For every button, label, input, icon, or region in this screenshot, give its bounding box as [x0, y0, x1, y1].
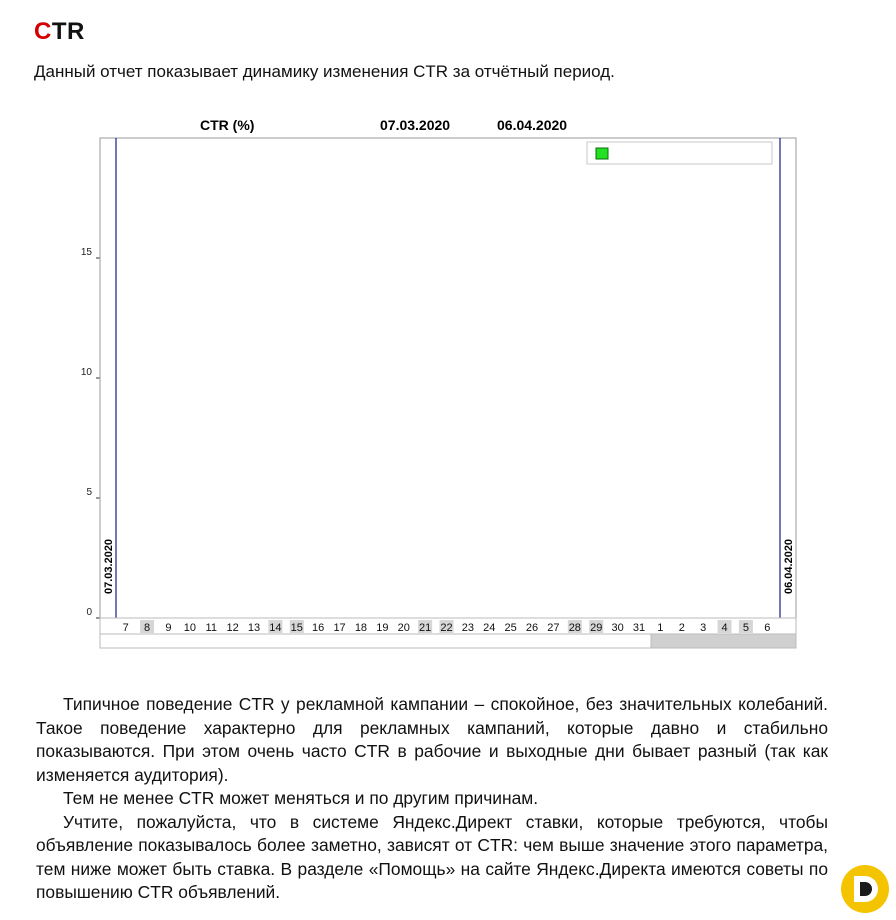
x-tick-label-21: 21 — [419, 622, 431, 634]
x-tick-label-9: 9 — [165, 622, 171, 634]
x-tick-label-11: 11 — [206, 622, 217, 634]
x-tick-label-30: 30 — [611, 622, 623, 634]
x-tick-label-3: 3 — [700, 622, 706, 634]
x-tick-label-31: 31 — [633, 622, 645, 634]
x-label-bg-5 — [738, 620, 753, 633]
x-label-bg-14 — [268, 620, 283, 633]
x-tick-label-10: 10 — [184, 622, 196, 634]
x-tick-label-18: 18 — [355, 622, 367, 634]
x-label-bg-29 — [589, 620, 604, 633]
x-tick-label-26: 26 — [526, 622, 538, 634]
vertical-date-end: 06.04.2020 — [783, 539, 795, 594]
y-tick-label-5: 5 — [86, 487, 92, 498]
chart-header-date-from: 07.03.2020 — [380, 117, 450, 133]
x-tick-label-1: 1 — [657, 622, 663, 634]
x-label-bg-15 — [289, 620, 304, 633]
page-subtitle: Данный отчет показывает динамику изменен… — [34, 62, 615, 81]
chart-header-metric: CTR (%) — [200, 117, 254, 133]
x-tick-label-28: 28 — [569, 622, 581, 634]
chart-header-date-to: 06.04.2020 — [497, 117, 567, 133]
logo-inner — [860, 882, 872, 896]
vertical-date-start: 07.03.2020 — [103, 539, 115, 594]
x-tick-label-23: 23 — [462, 622, 474, 634]
x-tick-label-19: 19 — [376, 622, 388, 634]
y-tick-label-10: 10 — [81, 367, 93, 378]
x-tick-label-12: 12 — [227, 622, 239, 634]
paragraph-3: Учтите, пожалуйста, что в системе Яндекс… — [36, 811, 828, 903]
x-tick-label-20: 20 — [398, 622, 410, 634]
x-label-bg-4 — [717, 620, 732, 633]
y-tick-label-0: 0 — [86, 607, 92, 618]
x-tick-label-29: 29 — [590, 622, 602, 634]
x-tick-label-22: 22 — [440, 622, 452, 634]
axes — [99, 137, 797, 619]
x-tick-label-2: 2 — [679, 622, 685, 634]
x-tick-label-4: 4 — [721, 622, 727, 634]
x-tick-label-5: 5 — [743, 622, 749, 634]
description-text: Типичное поведение CTR у рекламной кампа… — [36, 693, 828, 905]
x-tick-label-7: 7 — [123, 622, 129, 634]
x-tick-label-8: 8 — [144, 622, 150, 634]
legend — [586, 141, 773, 165]
legend-swatch — [595, 147, 609, 160]
x-tick-label-17: 17 — [333, 622, 345, 634]
x-tick-label-25: 25 — [505, 622, 517, 634]
paragraph-2: Тем не менее CTR может меняться и по дру… — [63, 788, 539, 808]
x-label-bg-21 — [418, 620, 433, 633]
x-tick-label-24: 24 — [483, 622, 495, 634]
month-row-april — [650, 633, 797, 649]
x-tick-label-13: 13 — [248, 622, 260, 634]
x-label-bg-22 — [439, 620, 454, 633]
x-label-bg-28 — [567, 620, 582, 633]
page-title: CTR — [34, 18, 85, 45]
x-tick-label-6: 6 — [764, 622, 770, 634]
y-tick-label-15: 15 — [81, 247, 93, 258]
plot-frame — [99, 137, 797, 619]
legend-box — [586, 141, 773, 165]
x-label-bg-8 — [140, 620, 155, 633]
x-tick-label-14: 14 — [269, 622, 281, 634]
brand-logo-icon — [841, 865, 889, 913]
x-tick-label-27: 27 — [547, 622, 559, 634]
paragraph-1: Типичное поведение CTR у рекламной кампа… — [36, 694, 828, 785]
x-tick-label-15: 15 — [291, 622, 303, 634]
x-tick-labels: 7 8 9 10 11 12 13 14 15 16 17 18 19 20 21 22 23 24 25 26 27 2… — [99, 617, 797, 649]
x-tick-label-16: 16 — [312, 622, 324, 634]
